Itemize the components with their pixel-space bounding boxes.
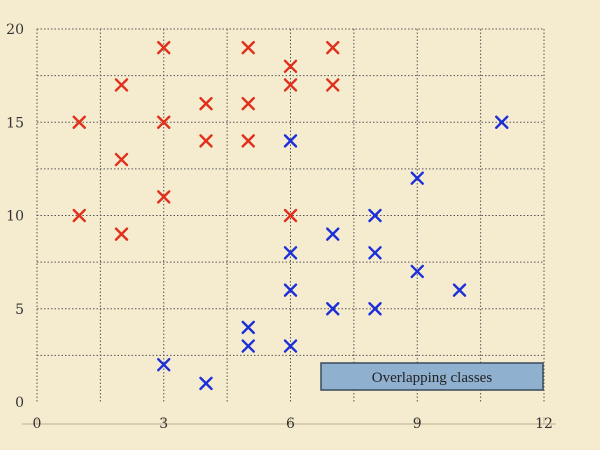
marker-stroke — [283, 339, 298, 353]
marker-stroke — [283, 208, 298, 223]
data-point-red — [72, 208, 86, 223]
marker-stroke — [452, 283, 467, 297]
data-point-red — [283, 78, 298, 92]
data-point-blue — [326, 227, 340, 241]
data-point-red — [114, 227, 129, 241]
marker-stroke — [114, 78, 129, 92]
marker-stroke — [283, 134, 298, 148]
data-point-blue — [410, 171, 424, 185]
x-tick-label: 9 — [413, 416, 422, 432]
data-points — [72, 40, 509, 391]
y-tick-label: 10 — [6, 209, 24, 225]
annotation-background — [320, 362, 544, 391]
marker-stroke — [157, 40, 171, 55]
data-point-blue — [495, 115, 509, 129]
y-tick-label: 0 — [15, 395, 24, 411]
data-point-blue — [283, 283, 298, 297]
data-point-blue — [199, 376, 213, 391]
marker-stroke — [368, 302, 382, 316]
data-point-blue — [368, 208, 382, 223]
marker-stroke — [199, 134, 213, 148]
x-tick-label: 6 — [286, 416, 295, 432]
marker-stroke — [157, 115, 171, 129]
x-tick-label: 3 — [159, 416, 168, 432]
data-point-red — [157, 40, 171, 55]
data-point-red — [199, 96, 213, 111]
marker-stroke — [283, 59, 298, 74]
data-point-red — [241, 40, 255, 55]
data-point-red — [114, 152, 129, 167]
data-point-red — [157, 190, 171, 204]
marker-stroke — [368, 208, 382, 223]
annotation-label: Overlapping classes — [372, 370, 493, 386]
marker-stroke — [199, 96, 213, 111]
marker-stroke — [114, 152, 129, 167]
data-point-blue — [283, 134, 298, 148]
marker-stroke — [72, 115, 86, 129]
marker-stroke — [157, 190, 171, 204]
marker-stroke — [410, 171, 424, 185]
marker-stroke — [199, 376, 213, 391]
axes — [22, 29, 556, 425]
marker-stroke — [283, 246, 298, 260]
tick-labels: 0 3 6 9 12 0 5 10 15 20 — [6, 22, 553, 432]
data-point-red — [241, 134, 255, 148]
marker-stroke — [495, 115, 509, 129]
y-tick-label: 20 — [6, 22, 24, 38]
marker-stroke — [410, 264, 424, 279]
data-point-blue — [368, 302, 382, 316]
marker-stroke — [241, 320, 255, 335]
data-point-blue — [157, 358, 171, 372]
marker-stroke — [241, 40, 255, 55]
data-point-red — [114, 78, 129, 92]
data-point-red — [283, 208, 298, 223]
marker-stroke — [72, 208, 86, 223]
marker-stroke — [241, 339, 255, 353]
marker-stroke — [326, 302, 340, 316]
y-tick-label: 5 — [15, 302, 24, 318]
marker-stroke — [241, 134, 255, 148]
marker-stroke — [283, 283, 298, 297]
marker-stroke — [283, 78, 298, 92]
marker-stroke — [326, 227, 340, 241]
data-point-blue — [241, 320, 255, 335]
marker-stroke — [368, 246, 382, 260]
data-point-red — [241, 96, 255, 111]
data-point-blue — [241, 339, 255, 353]
data-point-red — [199, 134, 213, 148]
data-point-red — [72, 115, 86, 129]
data-point-red — [157, 115, 171, 129]
data-point-red — [326, 40, 340, 55]
data-point-blue — [452, 283, 467, 297]
marker-stroke — [241, 96, 255, 111]
annotation-box: Overlapping classes — [320, 362, 544, 391]
data-point-blue — [283, 339, 298, 353]
data-point-red — [326, 78, 340, 92]
data-point-blue — [283, 246, 298, 260]
data-point-blue — [368, 246, 382, 260]
data-point-red — [283, 59, 298, 74]
data-point-blue — [410, 264, 424, 279]
marker-stroke — [157, 358, 171, 372]
data-point-blue — [326, 302, 340, 316]
x-tick-label: 12 — [535, 416, 553, 432]
marker-stroke — [326, 78, 340, 92]
marker-stroke — [114, 227, 129, 241]
y-tick-label: 15 — [6, 115, 24, 131]
x-tick-label: 0 — [33, 416, 42, 432]
marker-stroke — [326, 40, 340, 55]
